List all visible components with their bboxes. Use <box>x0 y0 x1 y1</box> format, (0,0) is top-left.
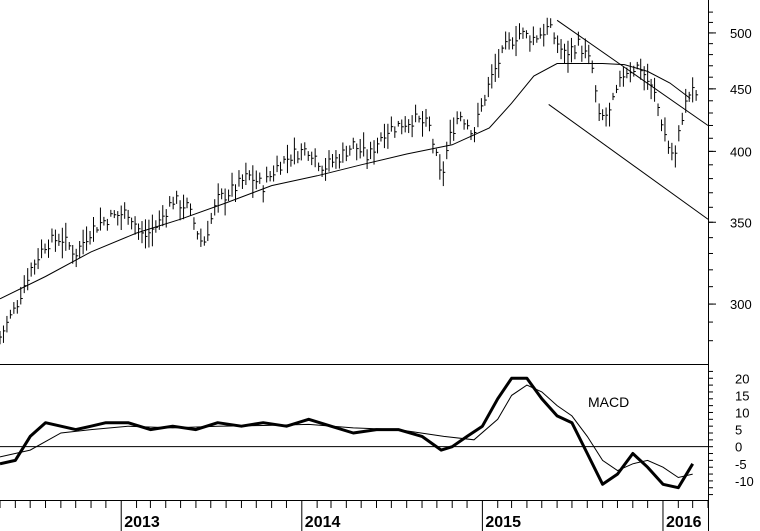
macd-axis-label: 15 <box>735 388 749 403</box>
moving-average-line <box>0 63 691 300</box>
year-label: 2013 <box>124 514 160 531</box>
macd-label: MACD <box>588 394 629 410</box>
year-label: 2014 <box>305 514 341 531</box>
x-axis: 2013 2014 2015 2016 <box>0 500 709 531</box>
trendlines-group <box>548 19 709 220</box>
price-axis-label: 350 <box>730 215 752 230</box>
macd-axis-label: 10 <box>735 405 749 420</box>
macd-axis-label: 0 <box>735 440 742 455</box>
price-axis-label: 400 <box>730 144 752 159</box>
macd-axis-label: -10 <box>735 474 754 489</box>
macd-axis-label: 20 <box>735 371 749 386</box>
price-axis: 300 350 400 450 500 <box>708 11 752 342</box>
price-axis-label: 450 <box>730 82 752 97</box>
price-axis-label: 500 <box>730 26 752 41</box>
trendline <box>556 19 709 126</box>
trendline <box>548 104 709 220</box>
year-label: 2016 <box>666 514 702 531</box>
price-axis-label: 300 <box>730 297 752 312</box>
macd-line <box>0 376 694 490</box>
year-label: 2015 <box>485 514 521 531</box>
price-bars-group <box>0 17 699 345</box>
macd-axis-label: -5 <box>735 457 747 472</box>
macd-axis: 20 15 10 5 0 -5 -10 <box>708 370 754 496</box>
macd-axis-label: 5 <box>735 423 742 438</box>
